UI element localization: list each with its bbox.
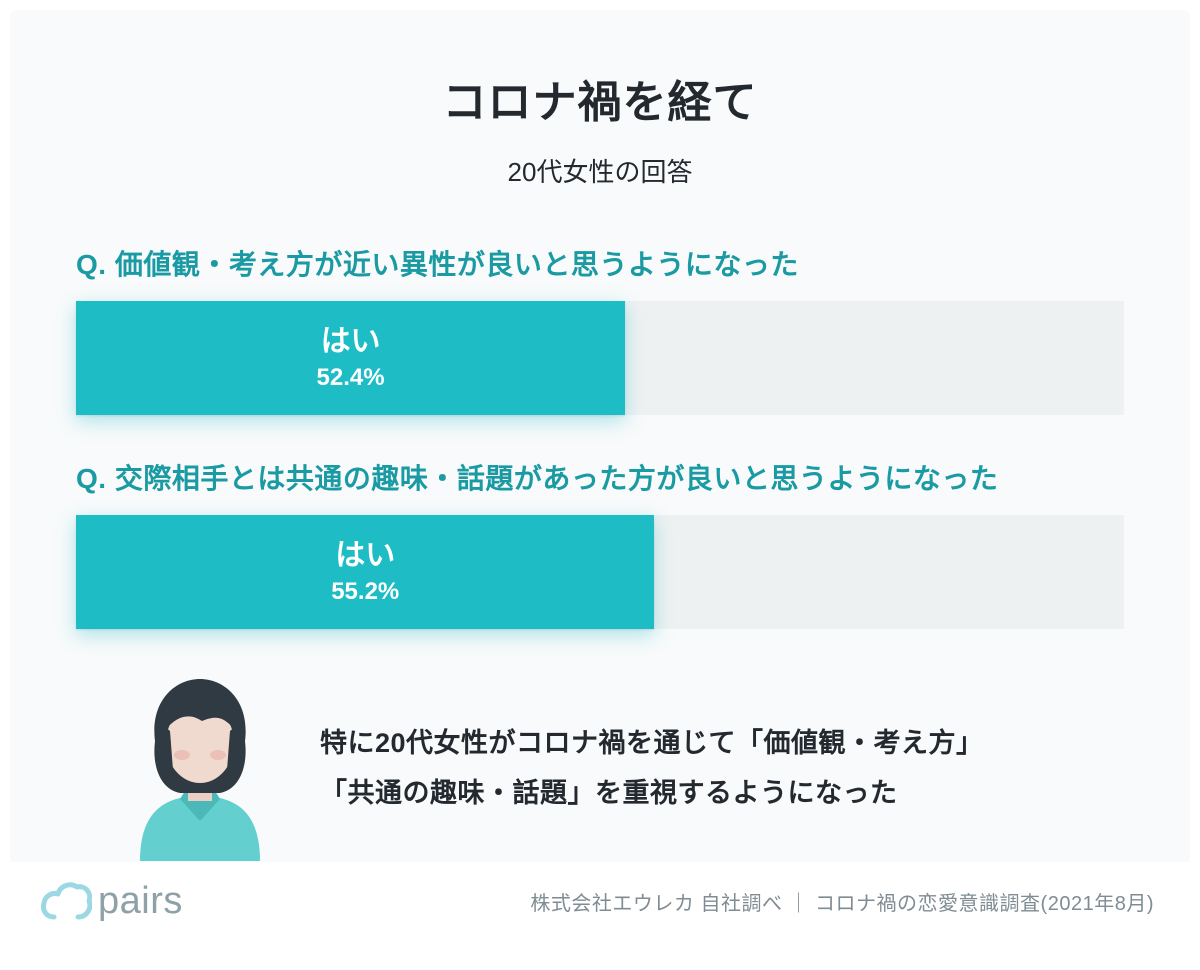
bar-answer-pct: 52.4% [317, 364, 385, 392]
questions-container: Q. 価値観・考え方が近い異性が良いと思うようになった はい 52.4% Q. … [76, 243, 1124, 629]
question-prefix: Q. [76, 463, 115, 494]
avatar-icon [120, 671, 280, 861]
avatar [120, 671, 280, 866]
question-body: 交際相手とは共通の趣味・話題があった方が良いと思うようになった [115, 463, 999, 494]
bar-fill: はい 52.4% [76, 301, 625, 415]
cloud-icon [40, 877, 92, 925]
question-block-1: Q. 価値観・考え方が近い異性が良いと思うようになった はい 52.4% [76, 243, 1124, 415]
infographic-card: コロナ禍を経て 20代女性の回答 Q. 価値観・考え方が近い異性が良いと思うよう… [10, 10, 1190, 940]
bar-track: はい 55.2% [76, 515, 1124, 629]
summary-text: 特に20代女性がコロナ禍を通じて「価値観・考え方」 「共通の趣味・話題」を重視す… [320, 719, 984, 819]
question-text: Q. 交際相手とは共通の趣味・話題があった方が良いと思うようになった [76, 457, 1124, 497]
brand: pairs [40, 877, 183, 925]
question-body: 価値観・考え方が近い異性が良いと思うようになった [115, 249, 799, 280]
footer: pairs 株式会社エウレカ 自社調べ ｜ コロナ禍の恋愛意識調査(2021年8… [10, 862, 1190, 940]
summary-row: 特に20代女性がコロナ禍を通じて「価値観・考え方」 「共通の趣味・話題」を重視す… [120, 671, 1124, 866]
summary-line-2: 「共通の趣味・話題」を重視するようになった [320, 769, 984, 819]
footer-credit: 株式会社エウレカ 自社調べ ｜ コロナ禍の恋愛意識調査(2021年8月) [530, 887, 1154, 916]
bar-track: はい 52.4% [76, 301, 1124, 415]
question-block-2: Q. 交際相手とは共通の趣味・話題があった方が良いと思うようになった はい 55… [76, 457, 1124, 629]
bar-answer-label: はい [335, 538, 395, 574]
page-title: コロナ禍を経て [10, 10, 1190, 130]
summary-line-1: 特に20代女性がコロナ禍を通じて「価値観・考え方」 [320, 719, 984, 769]
question-prefix: Q. [76, 249, 115, 280]
page-subtitle: 20代女性の回答 [10, 152, 1190, 189]
bar-answer-pct: 55.2% [331, 578, 399, 606]
question-text: Q. 価値観・考え方が近い異性が良いと思うようになった [76, 243, 1124, 283]
bar-fill: はい 55.2% [76, 515, 654, 629]
bar-answer-label: はい [321, 324, 381, 360]
brand-text: pairs [98, 880, 183, 923]
